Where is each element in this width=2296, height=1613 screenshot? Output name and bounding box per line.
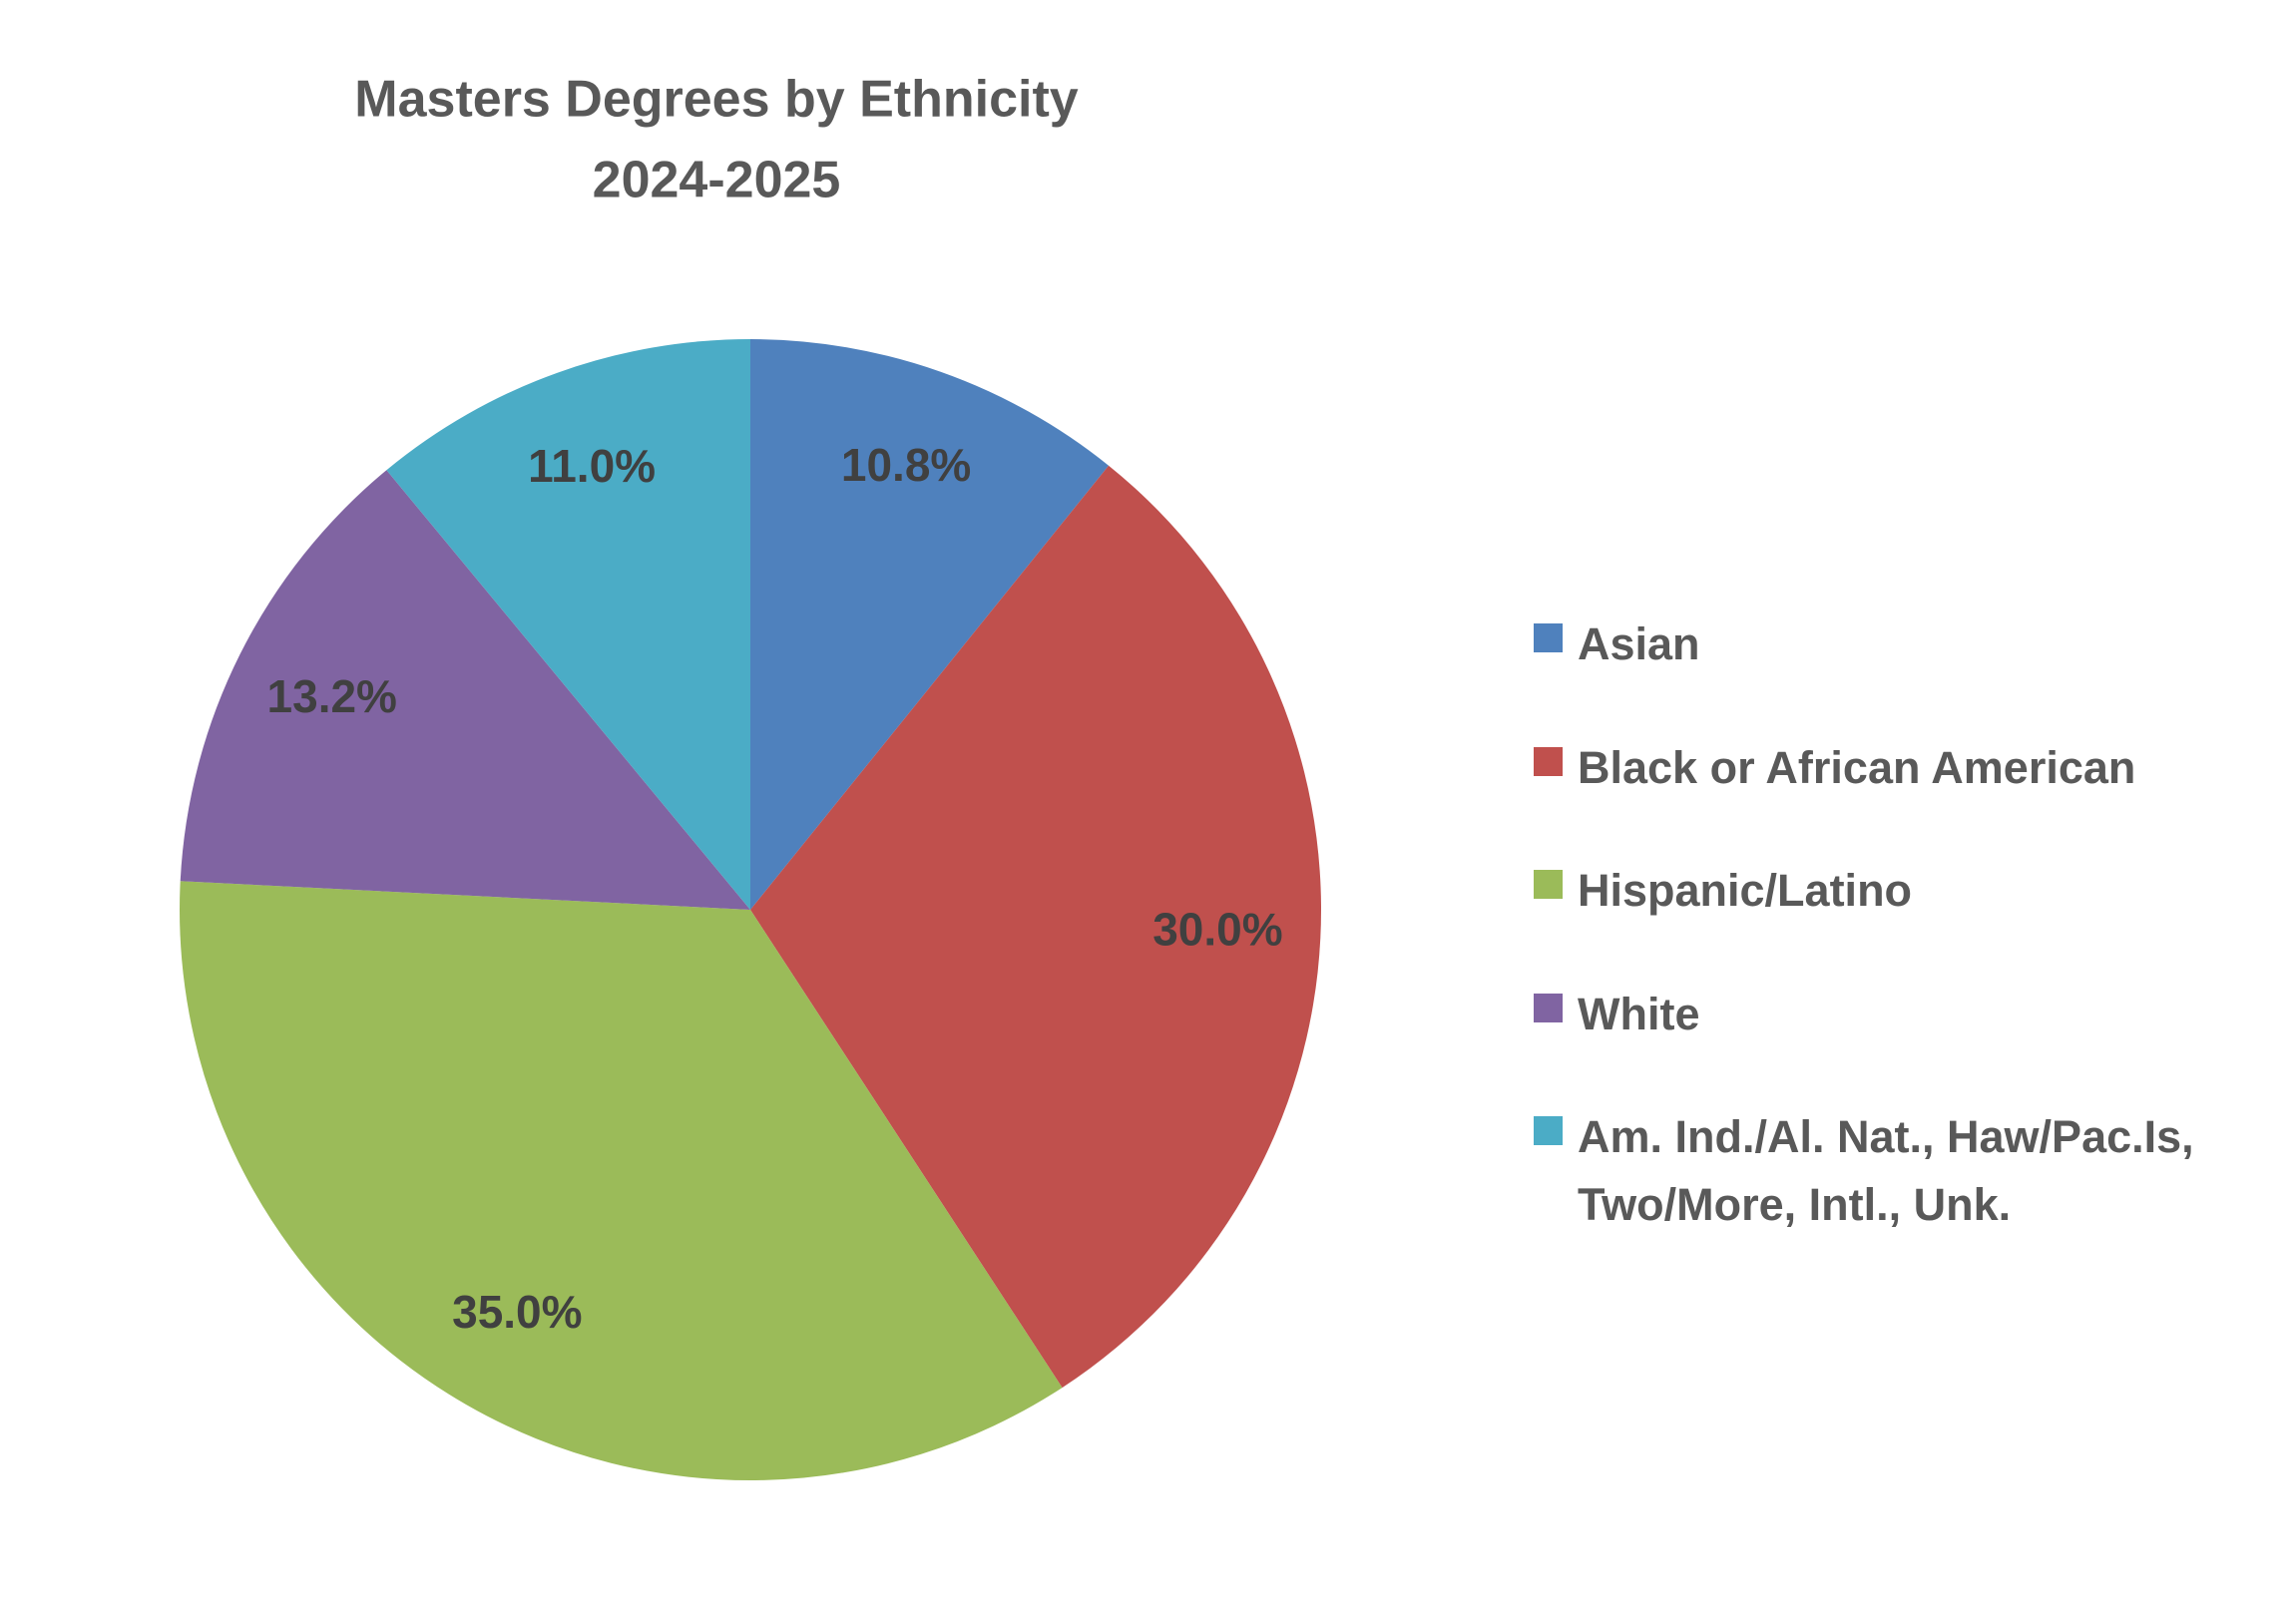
legend-item: Am. Ind./Al. Nat., Haw/Pac.Is, Two/More,…	[1534, 1103, 2296, 1238]
chart-title: 2024-2025	[593, 152, 841, 209]
legend-label: Black or African American	[1578, 741, 2136, 793]
legend-label: Am. Ind./Al. Nat., Haw/Pac.Is, Two/More,…	[1578, 1111, 2194, 1230]
legend-swatch	[1534, 623, 1563, 652]
legend-swatch	[1534, 993, 1563, 1022]
legend-swatch	[1534, 1116, 1563, 1145]
data-label: 30.0%	[1152, 904, 1282, 956]
pie-slice	[386, 339, 750, 910]
legend-swatch	[1534, 870, 1563, 899]
chart-title: Masters Degrees by Ethnicity	[354, 71, 1078, 129]
pie: 10.8% 30.0% 35.0% 13.2% 11.0%	[179, 339, 1321, 1480]
pie-slice	[750, 465, 1321, 1389]
legend-label: Hispanic/Latino	[1578, 865, 1913, 916]
legend-swatch	[1534, 746, 1563, 776]
legend-label: Asian	[1578, 618, 1700, 669]
legend-item: Asian	[1534, 610, 2296, 678]
legend-item: Black or African American	[1534, 734, 2296, 802]
pie-slice	[750, 339, 1110, 910]
data-label: 10.8%	[841, 439, 971, 491]
pie-slice	[180, 470, 750, 910]
data-label: 35.0%	[452, 1286, 582, 1338]
legend-label: White	[1578, 988, 1700, 1039]
legend-item: Hispanic/Latino	[1534, 857, 2296, 925]
legend: Asian Black or African American Hispanic/L…	[1534, 610, 2296, 1294]
pie-slice	[179, 881, 1063, 1480]
data-label: 13.2%	[267, 670, 397, 722]
data-label: 11.0%	[528, 440, 656, 492]
legend-item: White	[1534, 981, 2296, 1048]
